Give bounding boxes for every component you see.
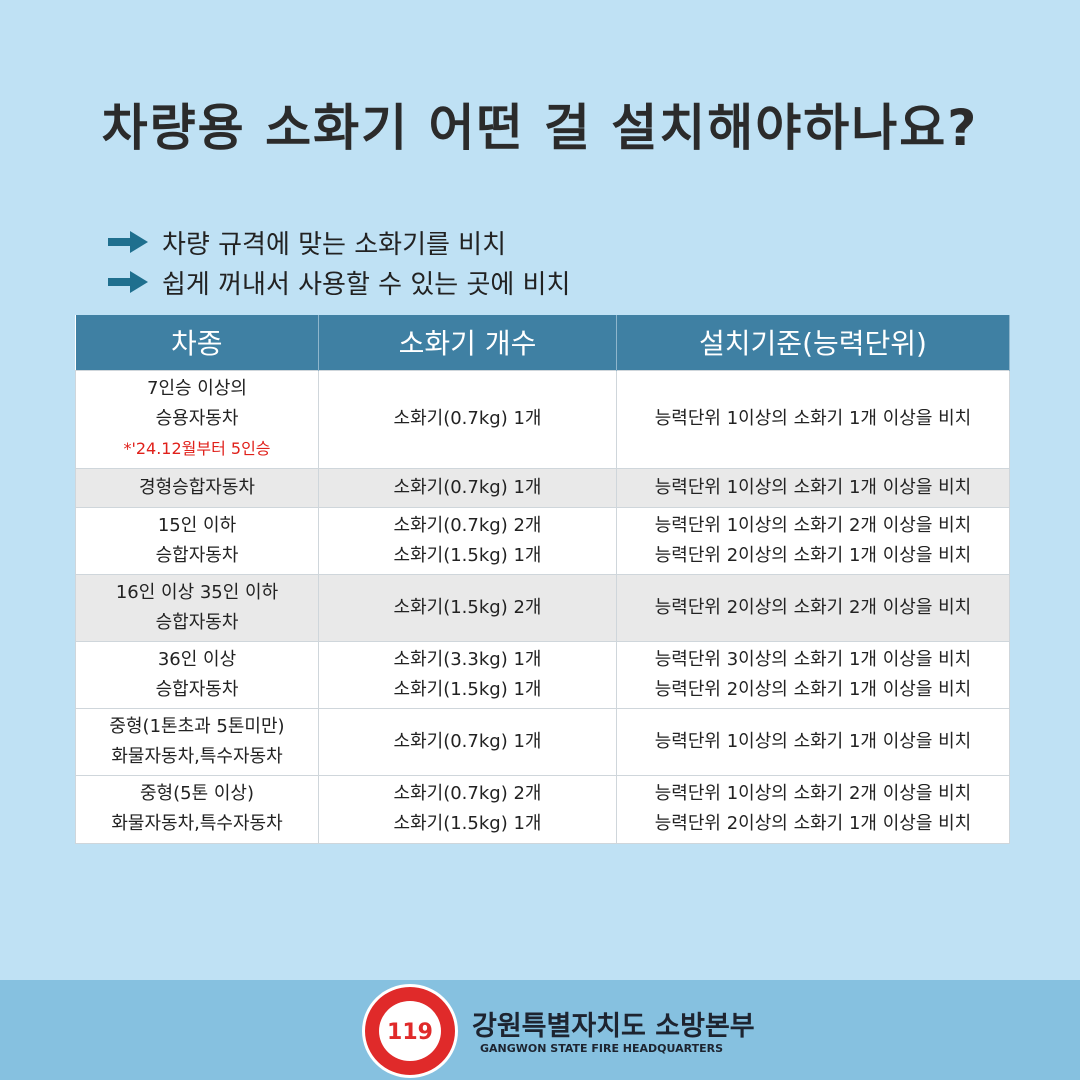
fire-hq-logo: 119 — [362, 984, 458, 1078]
cell-line: 능력단위 1이상의 소화기 1개 이상을 비치 — [654, 408, 972, 429]
vehicle-type-cell: 중형(5톤 이상) 화물자동차,특수자동차 — [75, 774, 319, 844]
cell-line: 소화기(1.5kg) 2개 — [393, 596, 542, 618]
org-name-korean: 강원특별자치도 소방본부 — [472, 1011, 755, 1042]
cell-line: 소화기(1.5kg) 1개 — [393, 544, 542, 566]
cell-line: 화물자동차,특수자동차 — [111, 813, 283, 834]
header-standard: 설치기준(능력단위) — [616, 315, 1010, 370]
bullet-item: 차량 규격에 맞는 소화기를 비치 — [108, 222, 570, 262]
cell-line: 7인승 이상의 — [147, 378, 247, 399]
cell-line: 소화기(0.7kg) 1개 — [393, 408, 542, 429]
cell-line: 소화기(1.5kg) 1개 — [393, 678, 542, 700]
table-row: 경형승합자동차 소화기(0.7kg) 1개 능력단위 1이상의 소화기 1개 이상을… — [75, 467, 1010, 508]
standard-cell: 능력단위 1이상의 소화기 1개 이상을 비치 — [616, 707, 1010, 776]
cell-line: 소화기(0.7kg) 2개 — [393, 514, 542, 536]
org-name-english: GANGWON STATE FIRE HEADQUARTERS — [480, 1042, 724, 1055]
count-cell: 소화기(1.5kg) 2개 — [318, 573, 617, 642]
cell-line: 능력단위 2이상의 소화기 1개 이상을 비치 — [654, 678, 972, 700]
bullet-text: 쉽게 꺼내서 사용할 수 있는 곳에 비치 — [162, 269, 571, 300]
cell-line: 소화기(0.7kg) 1개 — [393, 476, 542, 498]
cell-line: 승합자동차 — [155, 678, 239, 700]
cell-line: 능력단위 2이상의 소화기 2개 이상을 비치 — [654, 596, 972, 618]
cell-line: 능력단위 1이상의 소화기 1개 이상을 비치 — [654, 476, 972, 498]
cell-line: 화물자동차,특수자동차 — [111, 745, 283, 767]
cell-line: 중형(1톤초과 5톤미만) — [109, 715, 285, 737]
arrow-right-icon — [108, 231, 148, 253]
cell-line: 경형승합자동차 — [139, 476, 255, 498]
table-row: 15인 이하 승합자동차 소화기(0.7kg) 2개 소화기(1.5kg) 1개 능력단… — [75, 506, 1010, 575]
cell-line: 15인 이하 — [157, 514, 237, 536]
cell-line: 능력단위 1이상의 소화기 1개 이상을 비치 — [654, 730, 972, 752]
table-row: 36인 이상 승합자동차 소화기(3.3kg) 1개 소화기(1.5kg) 1개 능력단… — [75, 640, 1010, 709]
cell-line: 소화기(0.7kg) 1개 — [393, 730, 542, 752]
header-count: 소화기 개수 — [318, 315, 617, 370]
standard-cell: 능력단위 2이상의 소화기 2개 이상을 비치 — [616, 573, 1010, 642]
cell-line: 소화기(0.7kg) 2개 — [393, 783, 542, 804]
bullet-text: 차량 규격에 맞는 소화기를 비치 — [162, 229, 507, 260]
cell-line: 중형(5톤 이상) — [139, 783, 255, 804]
table-row: 중형(1톤초과 5톤미만) 화물자동차,특수자동차 소화기(0.7kg) 1개 능력단… — [75, 707, 1010, 776]
vehicle-type-cell: 중형(1톤초과 5톤미만) 화물자동차,특수자동차 — [75, 707, 319, 776]
footer-bar — [0, 980, 1080, 1080]
cell-line: 소화기(1.5kg) 1개 — [393, 813, 542, 834]
cell-line: 16인 이상 35인 이하 — [115, 581, 279, 603]
cell-line: 소화기(3.3kg) 1개 — [393, 648, 542, 670]
cell-line: 승합자동차 — [155, 544, 239, 566]
cell-line: 36인 이상 — [157, 648, 237, 670]
cell-note: *'24.12월부터 5인승 — [123, 439, 271, 458]
count-cell: 소화기(0.7kg) 1개 — [318, 707, 617, 776]
standard-cell: 능력단위 1이상의 소화기 1개 이상을 비치 — [616, 369, 1010, 469]
count-cell: 소화기(0.7kg) 1개 — [318, 467, 617, 508]
bullet-item: 쉽게 꺼내서 사용할 수 있는 곳에 비치 — [108, 262, 570, 302]
cell-line: 승용자동차 — [155, 408, 239, 429]
standard-cell: 능력단위 1이상의 소화기 1개 이상을 비치 — [616, 467, 1010, 508]
cell-line: 능력단위 2이상의 소화기 1개 이상을 비치 — [654, 544, 972, 566]
page-title: 차량용 소화기 어떤 걸 설치해야하나요? — [101, 99, 979, 157]
header-vehicle-type: 차종 — [75, 315, 319, 370]
cell-line: 능력단위 1이상의 소화기 2개 이상을 비치 — [654, 783, 972, 804]
logo-emblem: 119 — [379, 1001, 441, 1061]
cell-line: 능력단위 2이상의 소화기 1개 이상을 비치 — [654, 813, 972, 834]
count-cell: 소화기(0.7kg) 1개 — [318, 369, 617, 469]
vehicle-type-cell: 경형승합자동차 — [75, 467, 319, 508]
arrow-right-icon — [108, 271, 148, 293]
cell-line: 능력단위 1이상의 소화기 2개 이상을 비치 — [654, 514, 972, 536]
cell-line: 능력단위 3이상의 소화기 1개 이상을 비치 — [654, 648, 972, 670]
bullet-list: 차량 규격에 맞는 소화기를 비치 쉽게 꺼내서 사용할 수 있는 곳에 비치 — [108, 222, 570, 302]
cell-line: 승합자동차 — [155, 611, 239, 633]
